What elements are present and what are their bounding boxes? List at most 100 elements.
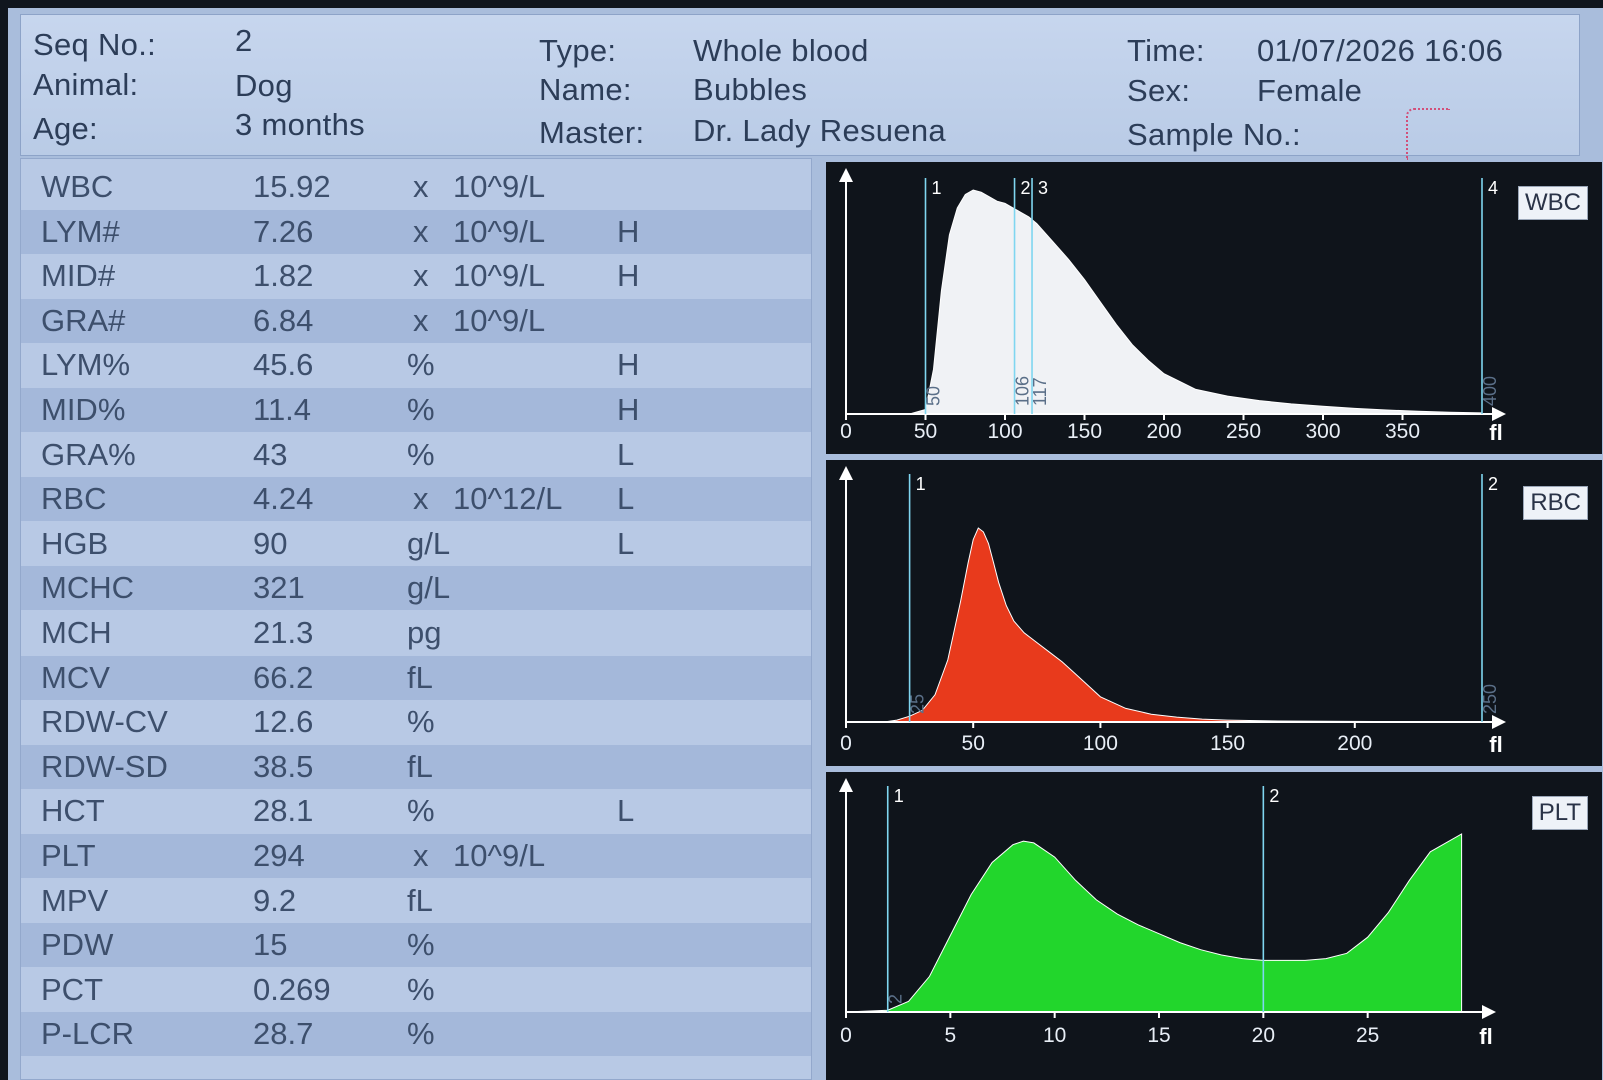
result-row-gra-: GRA# 6.84 x 10^9/L (21, 298, 811, 343)
result-value: 38.5 (253, 748, 314, 784)
wbc-graph-label: WBC (1518, 186, 1588, 220)
plt-distribution-area (845, 833, 1463, 1013)
result-row-pdw: PDW 15% (21, 923, 811, 968)
x-tick-label: 200 (1337, 732, 1372, 755)
x-tick-label: 0 (840, 1024, 852, 1047)
x-tick-label: 15 (1147, 1024, 1170, 1047)
result-unit: % (407, 927, 435, 963)
result-name: MID# (41, 258, 116, 294)
discriminator-value: 250 (1480, 684, 1500, 714)
result-row-mpv: MPV 9.2 fL (21, 879, 811, 923)
result-value: 12.6 (253, 704, 314, 740)
result-value: 28.7 (253, 1016, 314, 1052)
result-value: 0.269 (253, 971, 331, 1007)
result-value: 321 (253, 570, 305, 606)
plt-graph-label: PLT (1531, 796, 1588, 830)
patient-header: Seq No.: 2 Animal: Dog Age: 3 months Typ… (20, 14, 1580, 156)
sex-label: Sex: (1127, 73, 1191, 108)
sample-no-input[interactable] (1406, 108, 1450, 160)
result-row-mcv: MCV 66.2 fL (21, 655, 811, 700)
result-row-plt: PLT 294 x 10^9/L (21, 834, 811, 878)
name-label: Name: (539, 72, 632, 107)
result-unit: fL (407, 882, 433, 918)
discriminator-number: 2 (1488, 474, 1498, 494)
result-row-rdw-sd: RDW-SD 38.5 fL (21, 744, 811, 789)
result-name: PLT (41, 838, 96, 873)
analyzer-screen: Seq No.: 2 Animal: Dog Age: 3 months Typ… (8, 8, 1603, 1080)
x-tick-label: 100 (987, 420, 1022, 443)
result-value: 6.84 (253, 302, 314, 338)
result-row-wbc: WBC 15.92 x 10^9/L (21, 165, 811, 209)
result-value: 11.4 (253, 392, 312, 427)
result-multiplier: x (413, 213, 429, 249)
age-label: Age: (33, 111, 98, 146)
result-name: MCHC (41, 570, 134, 606)
rbc-plot: 0 50 100 150 200 fl 1 25 2 250 (839, 466, 1506, 757)
result-name: HGB (41, 525, 109, 561)
wbc-histogram: 0 50 100 150 200 250 300 350 fl 1 50 2 106 3 117 4 400 W… (826, 162, 1602, 454)
result-row-rdw-cv: RDW-CV 12.6% (21, 700, 811, 744)
result-flag: H (617, 347, 640, 383)
result-multiplier: x (413, 258, 429, 294)
result-unit: % (407, 1016, 435, 1052)
type-value: Whole blood (693, 33, 869, 68)
discriminator-number: 3 (1038, 178, 1048, 198)
x-axis-unit-label: fl (1489, 732, 1502, 757)
result-unit: % (407, 392, 435, 427)
result-multiplier: x (413, 838, 429, 873)
plt-plot: 0 5 10 15 20 25 fl 1 2 2 (839, 778, 1496, 1049)
result-name: GRA% (41, 436, 136, 472)
result-value: 90 (253, 525, 288, 561)
result-name: RDW-SD (41, 748, 168, 784)
result-row-pct: PCT 0.269% (21, 968, 811, 1012)
result-unit: % (407, 971, 435, 1007)
result-row-mid-: MID% 11.4% H (21, 388, 811, 432)
result-unit: 10^9/L (453, 213, 546, 249)
result-unit: g/L (407, 525, 451, 561)
x-axis-unit-label: fl (1489, 420, 1502, 445)
result-unit: pg (407, 615, 442, 650)
result-row-lym-: LYM# 7.26 x 10^9/L H (21, 209, 811, 254)
results-table: WBC 15.92 x 10^9/L LYM# 7.26 x 10^9/L H MID# 1.82 x… (20, 158, 812, 1080)
discriminator-value: 50 (924, 386, 944, 406)
x-tick-label: 300 (1305, 420, 1340, 443)
result-row-mch: MCH 21.3 pg (21, 611, 811, 655)
wbc-distribution-area (846, 189, 1483, 415)
result-flag: H (617, 392, 640, 427)
discriminator-number: 1 (932, 178, 942, 198)
result-value: 294 (253, 838, 305, 873)
discriminator-number: 1 (894, 786, 904, 806)
result-row-gra-: GRA% 43% L (21, 433, 811, 477)
discriminator-number: 2 (1021, 178, 1031, 198)
result-row-lym-: LYM% 45.6% H (21, 343, 811, 387)
result-value: 15 (253, 927, 288, 963)
x-tick-label: 200 (1146, 420, 1181, 443)
result-name: RBC (41, 481, 107, 517)
result-row-mchc: MCHC 321 g/L (21, 566, 811, 611)
name-value: Bubbles (693, 72, 808, 107)
result-value: 9.2 (253, 882, 297, 918)
result-name: LYM# (41, 213, 120, 249)
result-name: RDW-CV (41, 704, 168, 740)
result-unit: % (407, 704, 435, 740)
seq-label: Seq No.: (33, 27, 157, 62)
plt-histogram: 0 5 10 15 20 25 fl 1 2 2 PLT (826, 772, 1602, 1080)
x-axis-unit-label: fl (1479, 1024, 1492, 1049)
sex-value: Female (1257, 73, 1363, 108)
result-row-p-lcr: P-LCR 28.7% (21, 1012, 811, 1057)
result-name: MID% (41, 392, 126, 427)
result-name: MCV (41, 659, 110, 695)
result-flag: L (617, 525, 635, 561)
discriminator-number: 2 (1269, 786, 1279, 806)
seq-value: 2 (235, 23, 253, 58)
animal-label: Animal: (33, 67, 139, 102)
x-tick-label: 0 (840, 732, 852, 755)
result-unit: fL (407, 659, 433, 695)
result-name: WBC (41, 169, 114, 204)
result-unit: fL (407, 748, 433, 784)
result-name: PCT (41, 971, 103, 1007)
result-row-rbc: RBC 4.24 x 10^12/L L (21, 477, 811, 522)
x-tick-label: 25 (1356, 1024, 1379, 1047)
x-axis-arrow (1492, 715, 1506, 729)
